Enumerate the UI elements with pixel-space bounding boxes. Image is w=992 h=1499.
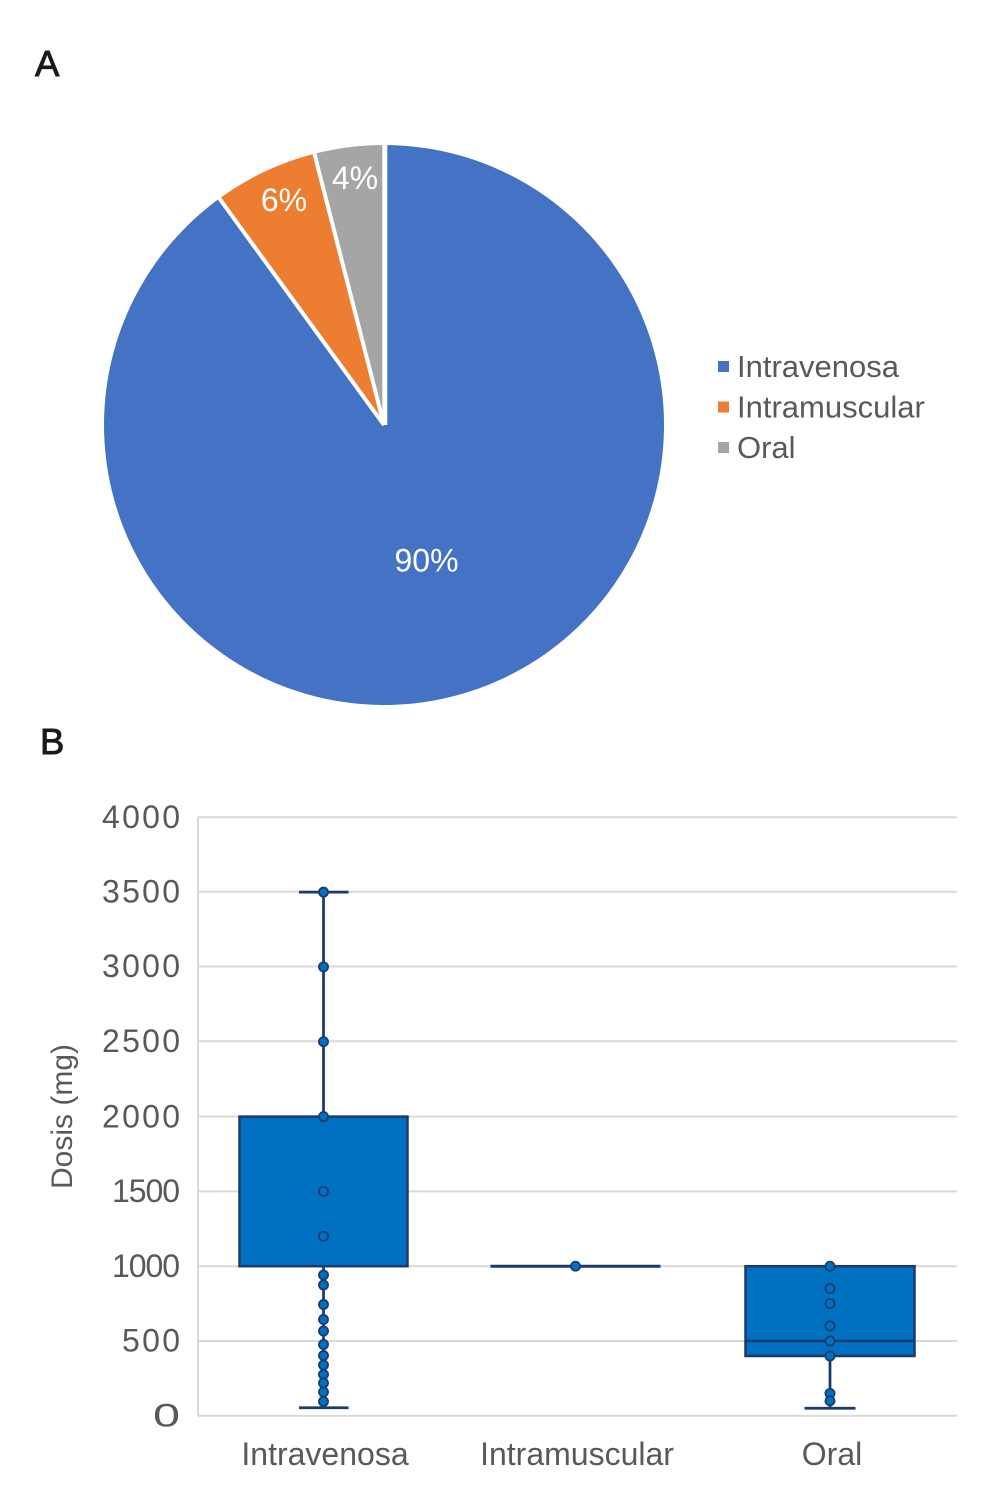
svg-text:B: B	[40, 721, 64, 762]
svg-text:2000: 2000	[102, 1098, 180, 1134]
svg-text:Intravenosa: Intravenosa	[737, 349, 900, 384]
svg-text:6%: 6%	[261, 182, 307, 218]
svg-text:Intramuscular: Intramuscular	[737, 390, 925, 425]
svg-text:4000: 4000	[102, 799, 180, 835]
svg-text:1500: 1500	[112, 1173, 180, 1209]
svg-text:Oral: Oral	[737, 430, 796, 465]
svg-text:2500: 2500	[102, 1023, 180, 1059]
svg-text:0: 0	[153, 1398, 180, 1434]
svg-text:3000: 3000	[102, 948, 180, 984]
svg-text:Intramuscular: Intramuscular	[480, 1436, 674, 1472]
svg-text:Oral: Oral	[802, 1436, 862, 1472]
svg-text:3500: 3500	[102, 873, 180, 909]
svg-text:Intravenosa: Intravenosa	[241, 1436, 408, 1472]
svg-text:4%: 4%	[332, 160, 378, 196]
svg-text:Dosis (mg): Dosis (mg)	[46, 1044, 79, 1189]
svg-text:1000: 1000	[112, 1248, 180, 1284]
svg-text:90%: 90%	[394, 543, 458, 579]
svg-text:500: 500	[122, 1323, 180, 1359]
svg-text:A: A	[35, 43, 60, 84]
